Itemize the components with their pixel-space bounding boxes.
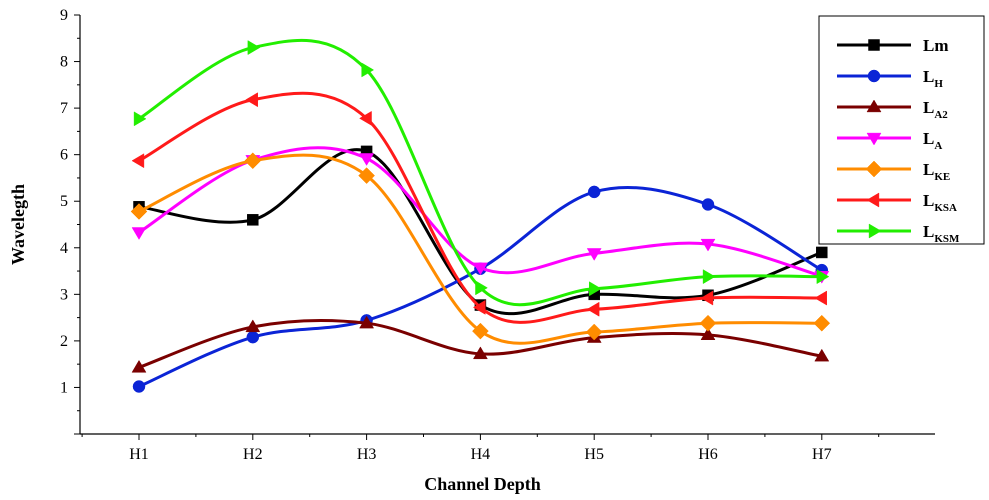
- legend-label: LKSM: [923, 222, 960, 245]
- y-tick-label: 2: [60, 333, 68, 350]
- y-tick-label: 8: [60, 54, 68, 71]
- data-point-LKE: [358, 167, 375, 184]
- legend-item-LKSA: LKSA: [837, 191, 957, 214]
- x-tick-label: H4: [471, 446, 491, 463]
- data-point-LKSM: [816, 269, 830, 285]
- series-line-LKE: [138, 153, 822, 345]
- data-point-LH: [701, 198, 715, 211]
- chart-series: [130, 38, 831, 393]
- data-point-LKE: [130, 203, 148, 220]
- series-LA2: [131, 315, 830, 373]
- data-point-LA2: [700, 327, 716, 340]
- data-point-LKSM: [475, 280, 488, 296]
- x-tick-label: H1: [129, 446, 149, 463]
- y-tick-label: 3: [60, 286, 68, 303]
- legend-item-LA2: LA2: [837, 98, 948, 121]
- legend-box: [818, 15, 985, 245]
- data-point-LKE: [813, 314, 831, 332]
- y-axis-title: Wavelegth: [8, 184, 28, 265]
- data-point-LKE: [699, 314, 717, 332]
- data-point-LKSA: [700, 290, 714, 306]
- data-point-LKSA: [586, 301, 600, 317]
- series-LA: [131, 146, 830, 284]
- legend-item-LA: LA: [837, 129, 942, 152]
- y-tick-label: 6: [60, 147, 68, 164]
- data-point-LA: [700, 238, 716, 252]
- data-point-LKSM: [702, 269, 716, 285]
- legend-marker: [867, 69, 881, 83]
- x-tick-label: H6: [698, 446, 718, 463]
- y-tick-label: 4: [60, 240, 68, 257]
- legend-item-LKE: LKE: [837, 160, 950, 183]
- data-point-LKSM: [361, 62, 375, 78]
- legend-marker: [868, 223, 882, 239]
- data-point-LH: [587, 185, 601, 199]
- data-point-LA: [586, 248, 602, 261]
- data-point-LA: [131, 227, 147, 240]
- data-point-LA: [359, 153, 375, 166]
- data-point-LA2: [814, 348, 830, 362]
- data-point-LH: [132, 380, 146, 393]
- y-tick-label: 9: [60, 7, 68, 24]
- legend-item-Lm: Lm: [837, 36, 949, 55]
- series-LKE: [130, 152, 831, 345]
- data-point-LH: [246, 330, 260, 344]
- chart-axes: 1 2 3 4 5 6 7 8 9 H1 H2 H3 H4 H5 H6 H7: [60, 7, 935, 463]
- data-point-LKE: [472, 322, 489, 340]
- data-point-LKSA: [131, 153, 145, 169]
- data-point-LA2: [131, 359, 147, 373]
- x-axis-title: Channel Depth: [424, 474, 541, 494]
- data-point-LKSM: [589, 281, 602, 297]
- series-LKSA: [131, 91, 827, 324]
- legend-label: LKSA: [923, 191, 957, 214]
- legend-label: LH: [923, 67, 943, 90]
- legend-item-LKSM: LKSM: [837, 222, 960, 245]
- legend-marker: [866, 99, 882, 113]
- data-point-LKSM: [133, 111, 147, 127]
- legend-marker: [866, 132, 882, 146]
- data-point-LKSA: [359, 110, 372, 126]
- x-tick-label: H5: [584, 446, 604, 463]
- legend-label: LA2: [923, 98, 948, 121]
- data-point-LA2: [472, 346, 488, 360]
- data-point-Lm: [816, 246, 828, 259]
- y-tick-label: 1: [60, 379, 68, 396]
- legend-item-LH: LH: [837, 67, 943, 90]
- data-point-Lm: [247, 214, 259, 226]
- legend-marker: [865, 160, 883, 178]
- data-point-LA: [472, 262, 488, 276]
- data-point-LKE: [585, 323, 603, 341]
- data-point-LKE: [244, 152, 262, 170]
- chart-legend: Lm LH LA2 LA LKE LKSA LKSM: [818, 15, 985, 245]
- legend-label: LA: [923, 129, 942, 152]
- series-line-LA: [138, 146, 823, 278]
- data-point-LKSA: [814, 290, 827, 306]
- legend-marker: [866, 192, 880, 208]
- x-tick-label: H3: [357, 446, 377, 463]
- x-tick-label: H2: [243, 446, 263, 463]
- data-point-LKSA: [245, 92, 258, 108]
- series-LKSM: [133, 38, 830, 307]
- data-point-LA2: [359, 315, 375, 329]
- data-point-LA2: [245, 319, 261, 333]
- y-tick-label: 5: [60, 193, 68, 210]
- data-point-LKSM: [247, 40, 261, 56]
- y-tick-label: 7: [60, 100, 68, 117]
- legend-label: LKE: [923, 160, 950, 183]
- legend-marker: [868, 39, 880, 51]
- x-tick-label: H7: [812, 446, 832, 463]
- data-point-LKSA: [472, 299, 486, 315]
- legend-label: Lm: [923, 36, 949, 55]
